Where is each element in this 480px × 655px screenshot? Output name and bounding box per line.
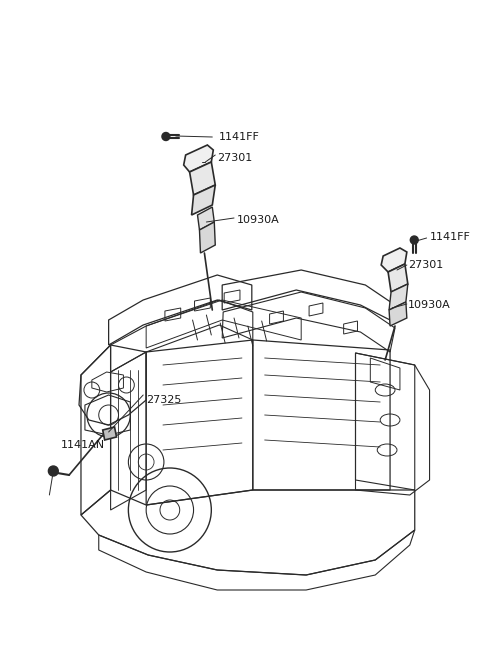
Circle shape [48,466,58,476]
Text: 10930A: 10930A [408,300,451,310]
Text: 1141AN: 1141AN [61,440,105,450]
Polygon shape [192,185,215,215]
Polygon shape [190,162,215,195]
Text: 1141FF: 1141FF [219,132,260,142]
Polygon shape [381,248,407,272]
Polygon shape [388,264,408,292]
Circle shape [410,236,418,244]
Circle shape [162,132,170,141]
Polygon shape [184,145,213,172]
Polygon shape [389,284,408,310]
Text: 10930A: 10930A [237,215,280,225]
Polygon shape [103,427,117,440]
Text: 27325: 27325 [146,395,181,405]
Text: 1141FF: 1141FF [430,232,470,242]
Text: 27301: 27301 [217,153,252,163]
Text: 27301: 27301 [408,260,443,270]
Polygon shape [200,222,215,253]
Polygon shape [389,302,407,326]
Polygon shape [197,207,214,230]
